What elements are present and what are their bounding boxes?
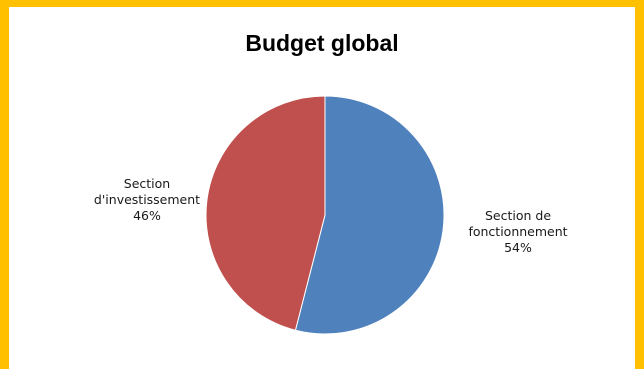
pie-slice-investissement	[205, 95, 326, 331]
slice-label-fonctionnement: Section de fonctionnement 54%	[468, 208, 567, 255]
pie-labels: Section de fonctionnement 54% Section d'inve…	[94, 176, 568, 255]
chart-title: Budget global	[245, 30, 399, 56]
pie-slices	[205, 95, 445, 335]
pie-slice-fonctionnement	[294, 95, 445, 335]
slice-label-line: 54%	[504, 240, 532, 255]
slice-label-line: 46%	[133, 208, 161, 223]
slice-label-line: Section de	[485, 208, 551, 223]
slice-label-investissement: Section d'investissement 46%	[94, 176, 200, 223]
slice-label-line: fonctionnement	[468, 224, 567, 239]
slice-label-line: Section	[124, 176, 170, 191]
slice-label-line: d'investissement	[94, 192, 200, 207]
